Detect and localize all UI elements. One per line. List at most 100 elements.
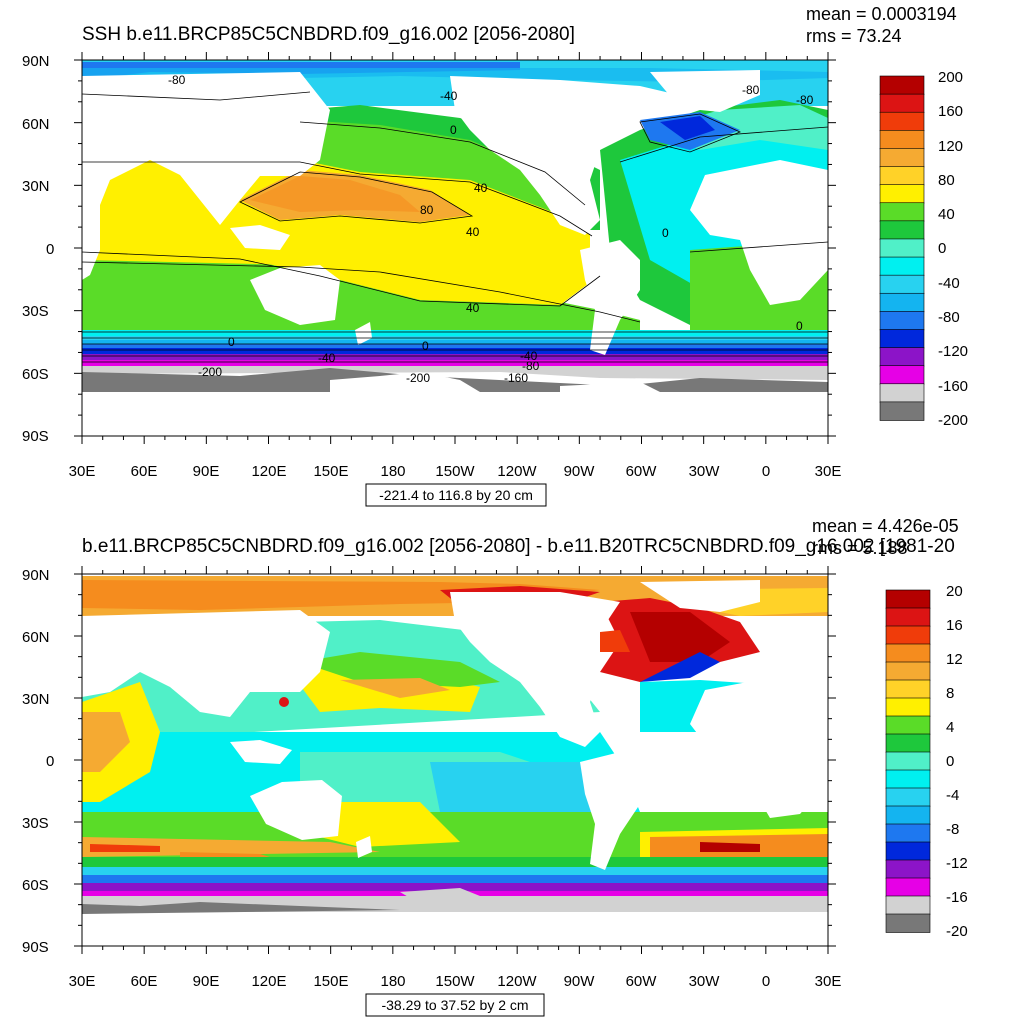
- lon-label: 90E: [193, 463, 220, 480]
- colorbar: [879, 75, 925, 421]
- stat-mean: mean = 0.0003194: [806, 4, 957, 24]
- lon-label: 120W: [497, 463, 537, 480]
- lon-axis-labels: 30E 60E 90E 120E 150E 180 150W 120W 90W …: [69, 973, 842, 990]
- land-mask: [82, 580, 828, 946]
- lon-label: 180: [380, 463, 405, 480]
- contour-label: 0: [796, 319, 803, 333]
- colorbar-swatch: [879, 274, 925, 295]
- contour-label: -40: [440, 89, 458, 103]
- colorbar-label: -16: [946, 889, 968, 906]
- colorbar-swatch: [879, 220, 925, 240]
- contour-range-box: [365, 483, 547, 507]
- lat-label: 0: [46, 753, 54, 770]
- colorbar-label: 12: [946, 651, 963, 668]
- lon-label: 30W: [689, 463, 721, 480]
- lat-axis-labels: 90N 60N 30N 0 30S 60S 90S: [22, 53, 54, 445]
- lat-label: 90S: [22, 428, 49, 445]
- lon-label: 30E: [69, 973, 96, 990]
- stat-mean: mean = 4.426e-05: [812, 516, 959, 536]
- colorbar-swatch: [885, 661, 931, 681]
- colorbar-label: -120: [938, 343, 968, 360]
- colorbar-label: 120: [938, 138, 963, 155]
- colorbar-label: 4: [946, 719, 954, 736]
- ssh-difference-field: [82, 574, 828, 946]
- colorbar-label: 0: [938, 240, 946, 257]
- lat-label: 60N: [22, 116, 50, 133]
- lat-label: 60S: [22, 877, 49, 894]
- contour-label-group: -80 -40 0 40 80 40 40 0 -80 -80 0 0 -200…: [168, 73, 814, 385]
- colorbar-swatch: [879, 202, 925, 222]
- colorbar-label: 200: [938, 69, 963, 86]
- lat-label: 30S: [22, 815, 49, 832]
- contour-label: -200: [198, 365, 222, 379]
- colorbar-label: 8: [946, 685, 954, 702]
- colorbar-swatch: [885, 607, 931, 627]
- ssh-map-figure: SSH b.e11.BRCP85C5CNBDRD.f09_g16.002 [20…: [22, 4, 968, 507]
- colorbar-label: 80: [938, 172, 955, 189]
- colorbar-swatch: [885, 697, 931, 717]
- colorbar-label: -20: [946, 923, 968, 940]
- ssh-difference-figure: b.e11.BRCP85C5CNBDRD.f09_g16.002 [2056-2…: [22, 516, 968, 1017]
- map-title: SSH b.e11.BRCP85C5CNBDRD.f09_g16.002 [20…: [82, 24, 575, 45]
- ssh-map-panel: SSH b.e11.BRCP85C5CNBDRD.f09_g16.002 [20…: [22, 4, 968, 507]
- lon-label: 120E: [251, 973, 286, 990]
- contour-label: -160: [504, 371, 528, 385]
- lon-label: 150W: [435, 463, 475, 480]
- lat-label: 60S: [22, 366, 49, 383]
- lon-label: 120W: [497, 973, 537, 990]
- colorbar-swatch: [879, 311, 925, 331]
- ssh-field: -80 -40 0 40 80 40 40 0 -80 -80 0 0 -200…: [82, 60, 828, 436]
- colorbar-swatch: [879, 238, 925, 258]
- colorbar-swatch: [885, 787, 931, 807]
- colorbar-swatch: [879, 383, 925, 403]
- axis-ticks: [74, 566, 836, 954]
- colorbar-label: -80: [938, 309, 960, 326]
- colorbar-swatch: [879, 148, 925, 168]
- lon-label: 0: [762, 973, 770, 990]
- colorbar-swatch: [885, 769, 931, 789]
- lat-label: 30S: [22, 303, 49, 320]
- colorbar-swatch: [885, 679, 931, 699]
- lon-label: 150W: [435, 973, 475, 990]
- lat-label: 0: [46, 241, 54, 258]
- lon-label: 60W: [626, 973, 658, 990]
- colorbar-swatch: [885, 733, 931, 753]
- lon-label: 30E: [815, 973, 842, 990]
- stat-rms: rms = 73.24: [806, 26, 902, 46]
- colorbar-swatch: [885, 895, 931, 915]
- colorbar-swatch: [879, 130, 925, 150]
- colorbar-label: 0: [946, 753, 954, 770]
- lat-label: 90S: [22, 939, 49, 956]
- colorbar-swatch: [885, 805, 931, 825]
- lat-label: 90N: [22, 567, 50, 584]
- colorbar-swatch: [885, 751, 931, 771]
- colorbar-labels: 200 160 120 80 40 0 -40 -80 -120 -160 -2…: [938, 69, 968, 429]
- contour-range-box: [365, 993, 545, 1017]
- stat-rms: rms = 5.188: [812, 538, 908, 558]
- lat-label: 60N: [22, 629, 50, 646]
- colorbar-swatch: [879, 365, 925, 385]
- contour-label: 0: [662, 226, 669, 240]
- contour-label: -200: [406, 371, 430, 385]
- contour-label: 0: [422, 339, 429, 353]
- colorbar-swatch: [885, 589, 931, 609]
- colorbar-label: 16: [946, 617, 963, 634]
- colorbar-swatch: [885, 643, 931, 663]
- contour-label: 0: [228, 335, 235, 349]
- lon-label: 30E: [69, 463, 96, 480]
- map-title: b.e11.BRCP85C5CNBDRD.f09_g16.002 [2056-2…: [82, 536, 955, 557]
- contour-label: -80: [742, 83, 760, 97]
- contour-label: -40: [318, 351, 336, 365]
- lon-label: 150E: [313, 463, 348, 480]
- colorbar-swatch: [885, 715, 931, 735]
- lat-label: 30N: [22, 691, 50, 708]
- colorbar-swatch: [879, 166, 925, 186]
- contour-label: -80: [168, 73, 186, 87]
- lon-label: 90W: [564, 973, 596, 990]
- ssh-difference-map-panel: b.e11.BRCP85C5CNBDRD.f09_g16.002 [2056-2…: [0, 512, 1024, 1024]
- lon-label: 150E: [313, 973, 348, 990]
- lat-label: 90N: [22, 53, 50, 70]
- colorbar-label: -4: [946, 787, 959, 804]
- lat-label: 30N: [22, 178, 50, 195]
- lon-label: 90E: [193, 973, 220, 990]
